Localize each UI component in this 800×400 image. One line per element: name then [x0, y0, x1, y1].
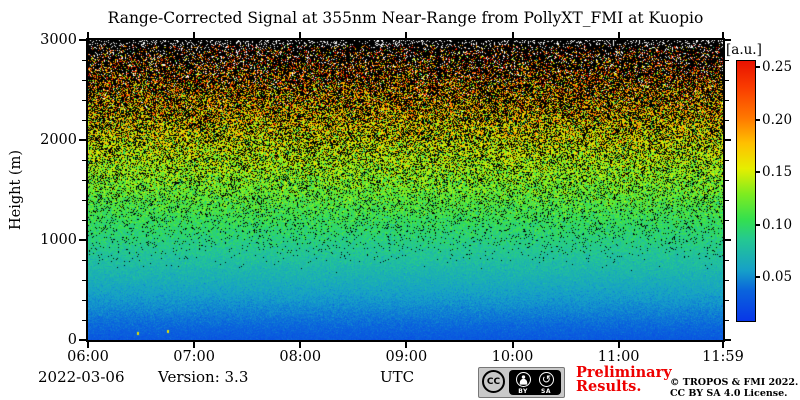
x-tick-major — [405, 342, 408, 348]
y-tick-minor — [82, 259, 86, 261]
y-tick-minor-right — [725, 299, 729, 301]
x-tick-major-top — [617, 32, 620, 38]
x-tick-label: 09:00 — [385, 349, 428, 365]
y-tick-minor-right — [725, 279, 729, 281]
x-tick-major-top — [299, 32, 302, 38]
y-tick-minor-right — [725, 319, 729, 321]
y-tick-minor-right — [725, 179, 729, 181]
x-tick-label: 07:00 — [173, 349, 216, 365]
y-tick-minor-right — [725, 159, 729, 161]
y-tick-minor-right — [725, 199, 729, 201]
y-tick-minor — [82, 119, 86, 121]
y-tick-major — [79, 39, 86, 41]
copyright-line2: CC BY SA 4.0 License. — [670, 387, 788, 399]
y-tick-minor — [82, 279, 86, 281]
plot-frame — [86, 38, 725, 342]
heatmap-canvas — [88, 40, 723, 340]
x-tick-label: 06:00 — [67, 349, 109, 365]
y-tick-minor — [82, 299, 86, 301]
x-tick-major — [299, 342, 302, 348]
x-tick-major — [87, 342, 89, 348]
y-tick-minor-right — [725, 259, 729, 261]
x-tick-label: 10:00 — [491, 349, 534, 365]
x-tick-major — [193, 342, 196, 348]
cc-sa-label: SA — [541, 388, 551, 395]
chart-title: Range-Corrected Signal at 355nm Near-Ran… — [107, 9, 704, 27]
cc-license-badge: CC ↺ BY SA — [478, 367, 565, 398]
y-tick-minor — [82, 179, 86, 181]
y-tick-minor-right — [725, 79, 729, 81]
colorbar-tick-label: 0.10 — [762, 216, 793, 233]
cc-logo-text: CC — [486, 376, 501, 387]
y-tick-minor-right — [725, 119, 729, 121]
colorbar-tick-label: 0.25 — [762, 59, 793, 75]
y-tick-minor — [82, 199, 86, 201]
version-label: Version: 3.3 — [158, 368, 249, 386]
preliminary-results-note: Preliminary Results. — [576, 364, 672, 395]
x-tick-label: 11:00 — [597, 349, 640, 365]
y-tick-label: 2000 — [40, 132, 77, 148]
x-tick-label: 11:59 — [702, 349, 744, 365]
cc-logo-icon: CC — [482, 370, 505, 393]
cc-sa-arrow-icon: ↺ — [539, 372, 554, 387]
preliminary-line1: Preliminary — [576, 364, 672, 381]
x-tick-major — [722, 342, 724, 348]
y-tick-major-right — [725, 339, 731, 341]
timezone-label: UTC — [380, 368, 415, 386]
cc-by-label: BY — [518, 388, 528, 395]
y-tick-minor-right — [725, 59, 729, 61]
y-tick-label: 0 — [67, 332, 77, 348]
colorbar-tick-label: 0.05 — [762, 269, 793, 285]
colorbar-tick — [756, 66, 760, 68]
colorbar-tick — [756, 171, 760, 173]
cc-badge-band: ↺ BY SA — [509, 370, 561, 395]
colorbar-unit-label: [a.u.] — [726, 42, 762, 58]
y-tick-major — [79, 139, 86, 141]
x-tick-major-top — [511, 32, 514, 38]
x-tick-major-top — [87, 32, 89, 38]
y-tick-minor — [82, 59, 86, 61]
x-tick-major-top — [722, 32, 724, 38]
cc-by-person-icon — [516, 372, 531, 387]
date-label: 2022-03-06 — [38, 368, 125, 386]
x-tick-major-top — [193, 32, 196, 38]
y-tick-label: 1000 — [40, 232, 77, 248]
colorbar — [736, 60, 756, 322]
copyright-line1: © TROPOS & FMI 2022. — [670, 377, 799, 388]
y-tick-major-right — [725, 39, 731, 41]
preliminary-line2: Results. — [576, 378, 642, 395]
y-tick-major — [79, 339, 86, 341]
y-tick-major-right — [725, 239, 731, 241]
y-tick-minor — [82, 99, 86, 101]
colorbar-tick — [756, 118, 760, 121]
y-tick-minor-right — [725, 219, 729, 221]
x-tick-major — [617, 342, 620, 348]
x-tick-label: 08:00 — [279, 349, 322, 365]
y-tick-minor — [82, 319, 86, 321]
x-tick-major-top — [405, 32, 408, 38]
y-tick-major-right — [725, 139, 731, 141]
person-icon — [519, 374, 528, 385]
colorbar-tick — [756, 276, 760, 278]
y-tick-minor — [82, 159, 86, 161]
y-tick-label: 3000 — [40, 32, 77, 48]
y-tick-major — [79, 239, 86, 241]
copyright-note: © TROPOS & FMI 2022. CC BY SA 4.0 Licens… — [670, 377, 799, 399]
y-tick-minor — [82, 79, 86, 81]
colorbar-tick-label: 0.15 — [762, 164, 793, 180]
y-axis-label: Height (m) — [8, 150, 24, 230]
colorbar-tick — [756, 223, 760, 226]
y-tick-minor — [82, 219, 86, 221]
colorbar-tick-label: 0.20 — [762, 111, 793, 128]
y-tick-minor-right — [725, 99, 729, 101]
x-tick-major — [511, 342, 514, 348]
